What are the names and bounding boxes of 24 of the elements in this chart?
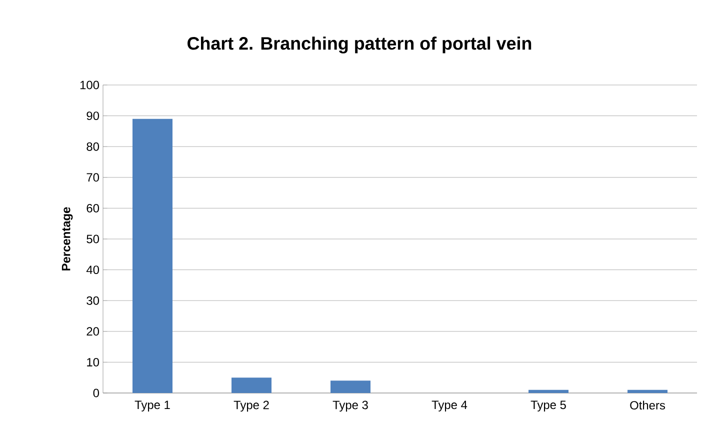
y-tick-label: 80 [86,142,100,151]
x-tick-label: Type 3 [332,400,368,412]
x-tick-label: Type 1 [134,400,170,412]
y-tick-label: 0 [93,388,100,398]
y-tick-label: 90 [86,112,100,120]
y-tick-label: 70 [86,173,100,182]
x-tick-label: Type 2 [234,400,269,412]
y-tick-label: 20 [86,327,100,336]
chart-title: Chart 2. Branching pattern of portal vein [188,36,532,54]
bar [132,118,172,393]
x-tick-label: Type 4 [432,400,468,412]
y-tick-label: 40 [86,266,100,274]
bar [330,380,370,393]
bar [232,378,272,393]
y-tick-label: 60 [86,204,100,212]
x-tick-label: Type 5 [530,400,566,412]
bar [528,390,568,393]
y-axis-title: Percentage [62,207,73,270]
y-tick-label: 30 [86,296,100,305]
y-tick-label: 100 [80,80,100,90]
y-tick-label: 10 [87,358,100,366]
bar [628,390,668,393]
x-tick-label: Others [630,400,666,410]
y-tick-label: 50 [86,234,100,244]
